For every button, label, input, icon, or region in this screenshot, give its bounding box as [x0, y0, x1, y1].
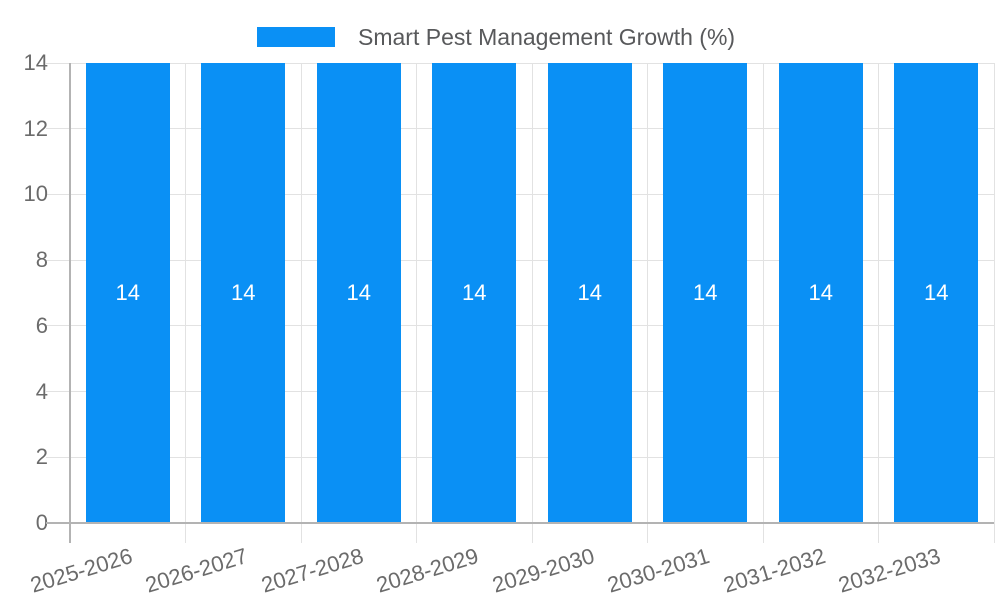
x-gridline: [300, 63, 302, 543]
y-axis-tick-label: 12: [23, 115, 48, 141]
x-gridline: [185, 63, 186, 543]
y-axis-tick-label: 4: [35, 378, 48, 404]
bar-value-label: 14: [577, 279, 602, 305]
x-gridline: [531, 63, 533, 543]
y-axis-tick-label: 2: [35, 444, 48, 470]
y-gridline: [46, 325, 994, 327]
bar[interactable]: 14: [778, 63, 863, 522]
bar[interactable]: 14: [663, 63, 748, 522]
y-axis-tick-label: 8: [35, 247, 48, 273]
y-gridline: [46, 456, 994, 458]
x-gridline: [416, 63, 417, 543]
bar[interactable]: 14: [316, 63, 401, 522]
bar-value-label: 14: [346, 279, 371, 305]
legend-item[interactable]: Smart Pest Management Growth (%): [257, 24, 735, 50]
legend-color-swatch: [257, 27, 335, 47]
bar-value-label: 14: [231, 279, 256, 305]
y-gridline: [46, 391, 994, 393]
bar-value-label: 14: [693, 279, 718, 305]
plot-area: 0 2 4 6 8 10 12 14 14 2025-2026 14 2026-2027 14 2027-…: [24, 51, 995, 598]
y-gridline: [46, 62, 994, 64]
x-gridline: [993, 63, 995, 543]
y-gridline: [46, 259, 994, 261]
bar-value-label: 14: [924, 279, 949, 305]
bar-value-label: 14: [808, 279, 833, 305]
bar[interactable]: 14: [894, 63, 979, 522]
x-gridline: [878, 63, 879, 543]
y-axis-tick-label: 10: [23, 181, 48, 207]
chart-legend: Smart Pest Management Growth (%): [0, 14, 1000, 50]
bar-value-label: 14: [115, 279, 140, 305]
x-axis-line: [46, 522, 994, 524]
x-gridline: [762, 63, 764, 543]
bar[interactable]: 14: [547, 63, 632, 522]
bar[interactable]: 14: [432, 63, 517, 522]
y-axis-tick-label: 0: [35, 510, 48, 535]
legend-label: Smart Pest Management Growth (%): [358, 24, 736, 50]
y-axis-tick-label: 14: [23, 50, 48, 75]
y-axis-tick-label: 6: [35, 312, 48, 338]
y-gridline: [46, 128, 994, 130]
bar[interactable]: 14: [201, 63, 286, 522]
bar-value-label: 14: [462, 279, 487, 305]
y-gridline: [46, 193, 994, 195]
bar[interactable]: 14: [85, 63, 170, 522]
x-gridline: [647, 63, 648, 543]
y-axis-line: [69, 63, 71, 543]
